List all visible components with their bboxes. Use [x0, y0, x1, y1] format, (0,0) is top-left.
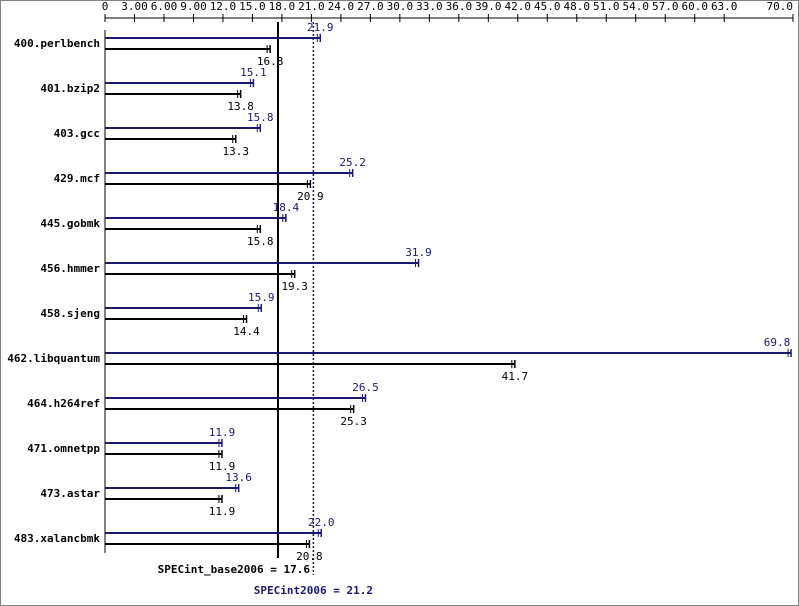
value-label: 15.1 [240, 66, 267, 79]
x-tick-label: 3.00 [121, 0, 148, 13]
value-label: 13.8 [227, 100, 254, 113]
category-label: 403.gcc [54, 127, 100, 140]
x-tick-label: 0 [102, 0, 109, 13]
category-label: 483.xalancbmk [14, 532, 100, 545]
x-tick-label: 45.0 [534, 0, 561, 13]
value-label: 20.9 [297, 190, 324, 203]
category-label: 456.hmmer [40, 262, 100, 275]
x-tick-label: 54.0 [622, 0, 649, 13]
x-tick-label: 21.0 [298, 0, 325, 13]
category-label: 473.astar [40, 487, 100, 500]
value-label: 13.3 [222, 145, 249, 158]
value-label: 31.9 [405, 246, 432, 259]
value-label: 26.5 [352, 381, 379, 394]
value-label: 11.9 [209, 505, 236, 518]
x-tick-label: 30.0 [387, 0, 414, 13]
x-tick-label: 57.0 [652, 0, 679, 13]
value-label: 11.9 [209, 460, 236, 473]
value-label: 25.2 [339, 156, 366, 169]
category-label: 471.omnetpp [27, 442, 100, 455]
value-label: 15.8 [247, 111, 274, 124]
x-tick-label: 12.0 [210, 0, 237, 13]
x-tick-label: 15.0 [239, 0, 266, 13]
value-label: 15.8 [247, 235, 274, 248]
category-label: 458.sjeng [40, 307, 100, 320]
x-tick-label: 51.0 [593, 0, 620, 13]
category-label: 462.libquantum [7, 352, 100, 365]
x-tick-label: 48.0 [564, 0, 591, 13]
value-label: 18.4 [273, 201, 300, 214]
value-label: 22.0 [308, 516, 335, 529]
value-label: 15.9 [248, 291, 275, 304]
x-tick-label: 18.0 [269, 0, 296, 13]
value-label: 25.3 [340, 415, 367, 428]
x-tick-label: 24.0 [328, 0, 355, 13]
x-tick-label: 63.0 [711, 0, 738, 13]
x-tick-label: 9.00 [180, 0, 207, 13]
x-tick-label: 36.0 [446, 0, 473, 13]
category-label: 445.gobmk [40, 217, 100, 230]
reference-label: SPECint_base2006 = 17.6 [158, 563, 311, 576]
value-label: 14.4 [233, 325, 260, 338]
value-label: 16.8 [257, 55, 284, 68]
reference-label: SPECint2006 = 21.2 [254, 584, 373, 597]
category-label: 429.mcf [54, 172, 100, 185]
x-tick-label: 70.0 [767, 0, 794, 13]
x-tick-label: 42.0 [505, 0, 532, 13]
value-label: 11.9 [209, 426, 236, 439]
x-tick-label: 6.00 [151, 0, 178, 13]
category-label: 400.perlbench [14, 37, 100, 50]
x-tick-label: 33.0 [416, 0, 443, 13]
category-label: 401.bzip2 [40, 82, 100, 95]
value-label: 13.6 [225, 471, 252, 484]
value-label: 19.3 [281, 280, 308, 293]
category-label: 464.h264ref [27, 397, 100, 410]
value-label: 20.8 [296, 550, 323, 563]
value-label: 41.7 [502, 370, 529, 383]
value-label: 21.9 [307, 21, 334, 34]
value-label: 69.8 [764, 336, 791, 349]
x-tick-label: 27.0 [357, 0, 384, 13]
x-tick-label: 39.0 [475, 0, 502, 13]
x-tick-label: 60.0 [681, 0, 708, 13]
